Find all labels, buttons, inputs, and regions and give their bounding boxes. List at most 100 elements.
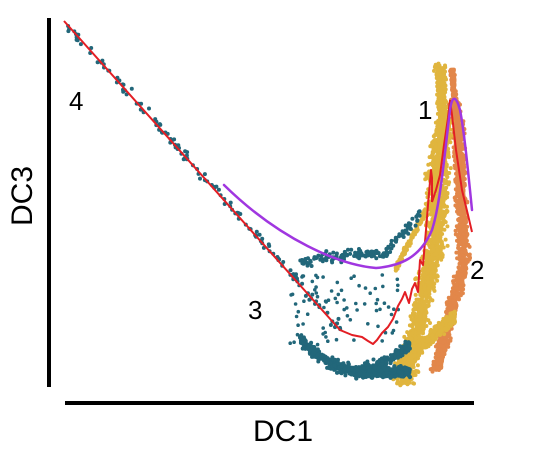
gold-point <box>421 277 425 281</box>
gold-point <box>440 232 444 236</box>
gold-point <box>449 166 453 170</box>
gold-point <box>445 224 449 228</box>
teal-point <box>342 298 346 302</box>
gold-point <box>438 127 442 131</box>
y-axis-title: DC3 <box>6 166 39 226</box>
gold-point <box>420 331 424 335</box>
teal-point <box>349 276 353 280</box>
teal-point <box>346 364 350 368</box>
teal-point <box>394 236 398 240</box>
orange-point <box>436 353 440 357</box>
gold-point <box>424 343 428 347</box>
teal-point <box>373 365 377 369</box>
teal-point <box>321 332 325 336</box>
gold-point <box>425 318 429 322</box>
teal-point <box>337 293 341 297</box>
gold-point <box>408 357 412 361</box>
gold-point <box>431 155 435 159</box>
gold-point <box>435 162 439 166</box>
orange-point <box>446 343 450 347</box>
teal-point <box>393 356 397 360</box>
gold-point <box>398 381 402 385</box>
teal-point <box>369 373 373 377</box>
teal-point <box>368 369 372 373</box>
orange-point <box>457 226 461 230</box>
teal-point <box>255 230 259 234</box>
teal-point <box>376 325 380 329</box>
orange-point <box>456 287 460 291</box>
gold-point <box>436 148 440 152</box>
teal-point <box>358 249 362 253</box>
teal-point <box>316 347 320 351</box>
teal-point <box>338 370 342 374</box>
gold-point <box>428 321 432 325</box>
teal-point <box>341 361 345 365</box>
gold-point <box>433 144 437 148</box>
teal-point <box>334 297 338 301</box>
orange-point <box>449 336 453 340</box>
orange-point <box>451 75 455 79</box>
teal-point <box>312 349 316 353</box>
gold-point <box>416 363 420 367</box>
gold-point <box>446 154 450 158</box>
teal-point <box>288 341 292 345</box>
gold-point <box>417 354 421 358</box>
teal-point <box>354 302 358 306</box>
gold-point <box>420 322 424 326</box>
gold-point <box>413 353 417 357</box>
gold-point <box>415 298 419 302</box>
gold-point <box>411 308 415 312</box>
gold-point <box>433 289 437 293</box>
teal-point <box>329 323 333 327</box>
orange-point <box>459 235 463 239</box>
orange-point <box>461 158 465 162</box>
orange-point <box>450 83 454 87</box>
teal-point <box>394 348 398 352</box>
teal-point <box>198 177 202 181</box>
orange-point <box>457 199 461 203</box>
gold-point <box>440 91 444 95</box>
orange-point <box>461 276 465 280</box>
teal-point <box>375 309 379 313</box>
teal-point <box>389 353 393 357</box>
teal-point <box>147 107 151 111</box>
orange-point <box>443 352 447 356</box>
teal-point <box>294 302 298 306</box>
gold-point <box>439 133 443 137</box>
orange-point <box>459 273 463 277</box>
orange-point <box>462 246 466 250</box>
teal-point <box>339 365 343 369</box>
orange-point <box>458 203 462 207</box>
teal-point <box>396 284 400 288</box>
teal-point <box>337 317 341 321</box>
gold-point <box>444 238 448 242</box>
orange-point <box>463 177 467 181</box>
teal-point <box>399 233 403 237</box>
gold-point <box>444 220 448 224</box>
teal-point <box>316 276 320 280</box>
teal-point <box>385 374 389 378</box>
gold-point <box>432 271 436 275</box>
gold-point <box>432 253 436 257</box>
teal-point <box>321 275 325 279</box>
gold-point <box>447 182 451 186</box>
teal-point <box>399 351 403 355</box>
teal-point <box>400 347 404 351</box>
gold-point <box>432 160 436 164</box>
gold-point <box>432 233 436 237</box>
teal-point <box>229 201 233 205</box>
orange-point <box>456 291 460 295</box>
teal-point <box>316 343 320 347</box>
orange-point <box>454 111 458 115</box>
teal-point <box>316 295 320 299</box>
gold-point <box>416 340 420 344</box>
teal-point <box>367 251 371 255</box>
teal-point <box>358 371 362 375</box>
gold-point <box>422 287 426 291</box>
gold-point <box>442 72 446 76</box>
orange-point <box>458 138 462 142</box>
teal-point <box>365 360 369 364</box>
gold-point <box>448 321 452 325</box>
teal-point <box>203 172 207 176</box>
teal-point <box>394 240 398 244</box>
